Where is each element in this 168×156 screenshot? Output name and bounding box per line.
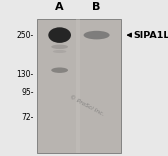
Ellipse shape	[48, 27, 71, 43]
Ellipse shape	[51, 67, 68, 73]
Text: © ProSci Inc.: © ProSci Inc.	[68, 95, 105, 117]
Text: 130-: 130-	[16, 70, 34, 79]
FancyBboxPatch shape	[37, 19, 121, 153]
Text: 72-: 72-	[21, 113, 34, 122]
Ellipse shape	[83, 31, 110, 39]
Text: B: B	[92, 2, 101, 12]
Text: 95-: 95-	[21, 88, 34, 97]
Text: 250-: 250-	[16, 31, 34, 40]
FancyBboxPatch shape	[76, 19, 80, 153]
Text: A: A	[55, 2, 64, 12]
Text: SIPA1L2: SIPA1L2	[134, 31, 168, 40]
Ellipse shape	[51, 45, 68, 49]
Ellipse shape	[53, 50, 66, 53]
